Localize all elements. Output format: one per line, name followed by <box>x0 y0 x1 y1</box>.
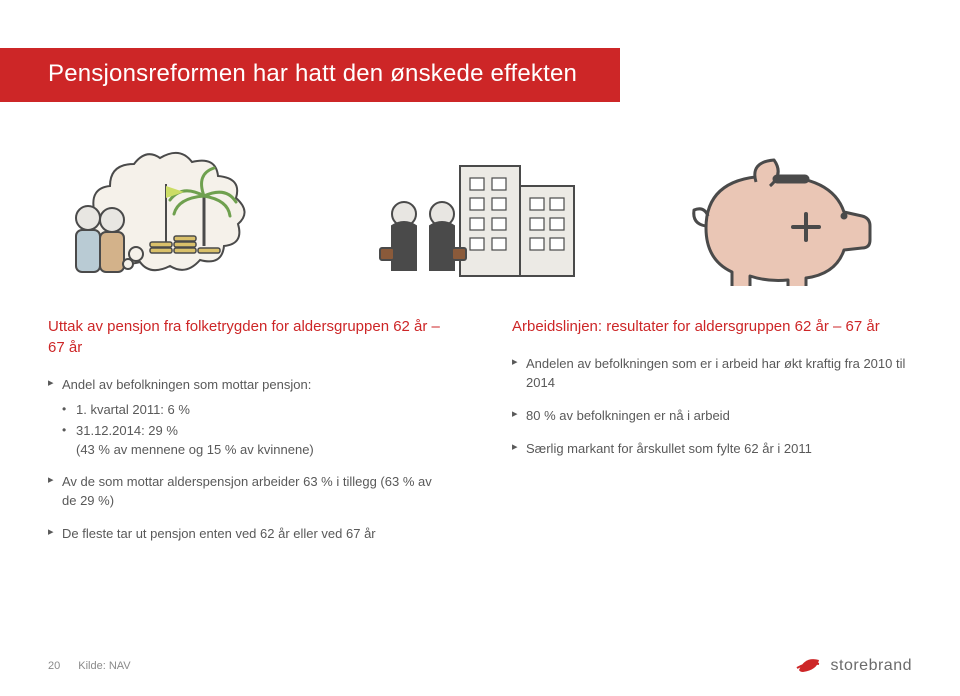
retirement-dream-illustration <box>48 136 320 286</box>
content-columns: Uttak av pensjon fra folketrygden for al… <box>48 316 912 558</box>
logo-mark-icon <box>795 656 823 676</box>
page-title: Pensjonsreformen har hatt den ønskede ef… <box>48 60 598 88</box>
logo-text: storebrand <box>831 657 913 675</box>
right-bullet-1: Andelen av befolkningen som er i arbeid … <box>512 355 912 393</box>
left-bullet-3: De fleste tar ut pensjon enten ved 62 år… <box>48 525 448 544</box>
office-workers-illustration <box>344 136 616 286</box>
left-b1-intro: Andel av befolkningen som mottar pensjon… <box>62 377 311 392</box>
page-number: 20 <box>48 660 60 672</box>
left-b1-sub2-line1: 31.12.2014: 29 % <box>76 423 178 438</box>
left-b1-sub1: 1. kvartal 2011: 6 % <box>62 401 448 420</box>
left-b1-sub2-line2: (43 % av mennene og 15 % av kvinnene) <box>76 442 314 457</box>
illustration-row <box>48 136 912 286</box>
right-bullets: Andelen av befolkningen som er i arbeid … <box>512 355 912 458</box>
left-bullet-2: Av de som mottar alderspensjon arbeider … <box>48 473 448 511</box>
right-column: Arbeidslinjen: resultater for aldersgrup… <box>512 316 912 558</box>
right-bullet-2: 80 % av befolkningen er nå i arbeid <box>512 407 912 426</box>
right-bullet-3: Særlig markant for årskullet som fylte 6… <box>512 440 912 459</box>
source-label: Kilde: NAV <box>78 660 130 672</box>
piggy-bank-illustration <box>640 136 912 286</box>
slide-footer: 20 Kilde: NAV storebrand <box>0 656 960 676</box>
left-heading: Uttak av pensjon fra folketrygden for al… <box>48 316 448 358</box>
left-column: Uttak av pensjon fra folketrygden for al… <box>48 316 448 558</box>
left-bullet-1: Andel av befolkningen som mottar pensjon… <box>48 376 448 459</box>
left-b1-sub2: 31.12.2014: 29 % (43 % av mennene og 15 … <box>62 422 448 460</box>
footer-left: 20 Kilde: NAV <box>48 660 131 672</box>
title-banner: Pensjonsreformen har hatt den ønskede ef… <box>0 48 620 102</box>
left-bullets: Andel av befolkningen som mottar pensjon… <box>48 376 448 544</box>
right-heading: Arbeidslinjen: resultater for aldersgrup… <box>512 316 912 337</box>
storebrand-logo: storebrand <box>795 656 913 676</box>
